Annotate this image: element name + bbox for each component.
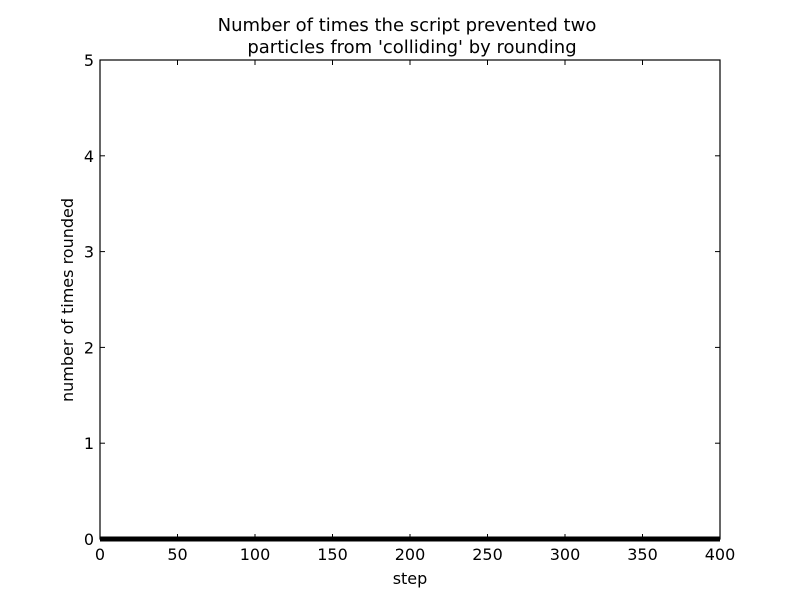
x-axis-label: step [393,569,428,588]
y-tick-label: 5 [84,51,94,70]
x-tick-label: 100 [240,545,271,564]
x-tick-label: 350 [627,545,658,564]
plot-frame [99,59,721,540]
x-tick-label: 400 [705,545,736,564]
y-tick-label: 4 [84,147,94,166]
x-tick-label: 150 [317,545,348,564]
y-tick-label: 2 [84,338,94,357]
y-tick-label: 1 [84,434,94,453]
x-axis-ticks: 0 50 100 150 200 250 300 350 400 [95,60,735,564]
chart-title-line-2: particles from 'colliding' by rounding [247,37,576,58]
x-tick-label: 50 [167,545,187,564]
x-tick-label: 200 [395,545,426,564]
y-axis-label: number of times rounded [58,198,77,402]
chart-title-line-1: Number of times the script prevented two [218,15,597,36]
x-tick-label: 250 [472,545,503,564]
plot-area: 0 50 100 150 200 250 300 350 400 0 1 2 3 4 5 [84,51,735,564]
y-tick-label: 0 [84,530,94,549]
x-tick-label: 0 [95,545,105,564]
y-tick-label: 3 [84,243,94,262]
x-tick-label: 300 [550,545,581,564]
